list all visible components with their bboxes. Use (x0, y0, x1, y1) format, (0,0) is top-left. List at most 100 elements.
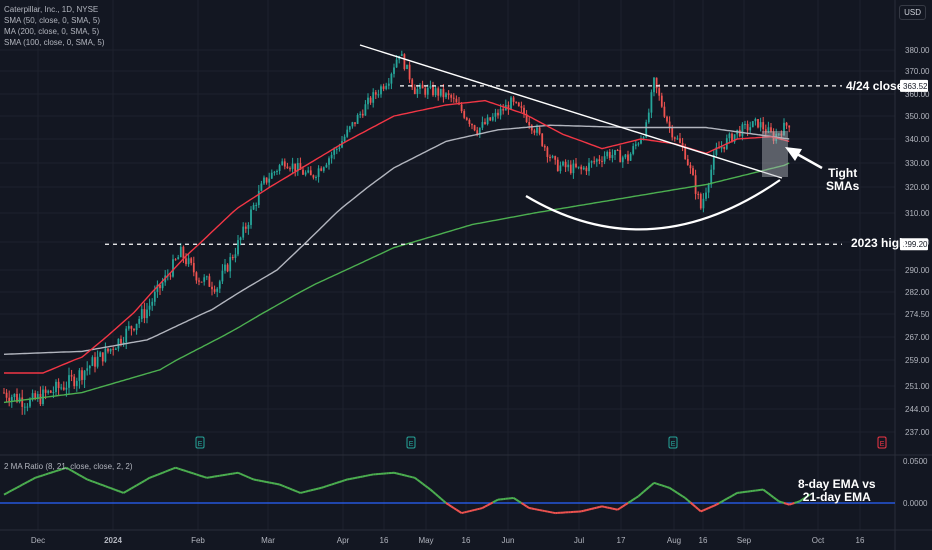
ratio-line-segment (513, 497, 517, 501)
candle-body (361, 113, 364, 116)
ratio-line-segment (190, 471, 195, 475)
ratio-line-segment (632, 497, 637, 501)
candle-body (468, 119, 471, 124)
moving-averages (3, 99, 790, 404)
ratio-line-segment (614, 508, 618, 511)
ratio-line-segment (783, 502, 787, 505)
ratio-line-segment (328, 483, 332, 487)
ratio-line-segment (726, 496, 730, 500)
ratio-line-segment (778, 500, 782, 504)
time-axis[interactable]: Dec 2024 Feb Mar Apr 16 May 16 Jun Jul 17 Aug 16 Sep O… (31, 536, 865, 545)
price-axis[interactable]: 380.00 370.00 360.00 350.00 340.00 330.00 320.… (900, 46, 930, 437)
ratio-line-segment (606, 506, 611, 510)
candle-body (406, 64, 408, 70)
candle-body (335, 149, 338, 151)
ratio-line-segment (476, 507, 481, 511)
candle-body (502, 108, 505, 111)
ratio-line-segment (622, 503, 626, 508)
ratio-line-segment (721, 499, 725, 503)
time-tick-label: 16 (380, 536, 389, 545)
candle-body (692, 168, 694, 176)
ratio-line-segment (302, 490, 306, 494)
candle-body (122, 342, 125, 344)
candle-body (299, 163, 302, 170)
candle-body (283, 161, 286, 167)
ratio-line-segment (68, 468, 73, 472)
legend-sma50[interactable]: SMA (50, close, 0, SMA, 5) (4, 16, 101, 25)
ratio-line-segment (177, 467, 182, 471)
ratio-line-segment (300, 491, 304, 494)
annotation-tight-smas-line1: Tight (828, 166, 858, 180)
candle-body (75, 380, 78, 387)
indicator-legend[interactable]: 2 MA Ratio (8, 21, close, close, 2, 2) (4, 462, 133, 471)
candle-body (478, 127, 481, 135)
candle-body (304, 172, 307, 175)
time-tick-label: 16 (699, 536, 708, 545)
candle-body (512, 97, 515, 102)
legend: Caterpillar, Inc., 1D, NYSE SMA (50, clo… (4, 4, 104, 48)
candle-body (686, 159, 689, 166)
ratio-line-segment (289, 487, 293, 491)
legend-ma200[interactable]: MA (200, close, 0, SMA, 5) (4, 27, 100, 36)
ratio-line-segment (804, 495, 808, 499)
ratio-line-segment (713, 503, 717, 507)
ratio-line-segment (583, 509, 587, 512)
ratio-line-segment (333, 481, 338, 485)
ratio-line-segment (73, 471, 78, 475)
ratio-line-segment (580, 509, 585, 513)
candle-body (671, 127, 674, 138)
price-badge-label: 363.52 (903, 82, 928, 91)
ratio-line-segment (151, 474, 156, 478)
candle-body (650, 92, 653, 113)
candle-body (728, 133, 731, 139)
candle-body (169, 275, 172, 277)
candle-body (403, 54, 406, 70)
currency-button[interactable]: USD (899, 5, 926, 20)
ratio-line-segment (679, 493, 684, 498)
price-tick-label: 320.00 (905, 183, 930, 192)
candle-body (65, 387, 68, 390)
ratio-line-segment (360, 475, 363, 478)
ratio-line-segment (284, 485, 288, 489)
candle-body (16, 393, 18, 402)
ratio-line-segment (347, 477, 350, 481)
ratio-line-segment (315, 487, 319, 491)
candle-body (559, 165, 562, 172)
time-tick-label: Aug (667, 536, 681, 545)
ratio-line-segment (442, 500, 447, 504)
ratio-line-segment (591, 507, 595, 510)
ratio-line-segment (684, 497, 689, 501)
price-tick-label: 251.00 (905, 382, 930, 391)
earnings-marker (877, 436, 887, 449)
ratio-line-segment (434, 493, 439, 498)
ratio-line-segment (34, 476, 39, 479)
ratio-line-segment (599, 505, 603, 508)
candle-body (328, 158, 330, 165)
candle-body (31, 393, 34, 400)
ratio-line-segment (700, 509, 704, 513)
annotation-ema-line1: 8-day EMA vs (798, 477, 876, 491)
price-tick-label: 259.00 (905, 356, 930, 365)
candle-body (429, 85, 432, 88)
candle-body (723, 146, 726, 149)
candle-body (117, 338, 120, 349)
symbol-title[interactable]: Caterpillar, Inc., 1D, NYSE (4, 5, 99, 14)
legend-sma100[interactable]: SMA (100, close, 0, SMA, 5) (4, 38, 105, 47)
ratio-line-segment (32, 476, 36, 481)
ratio-line-segment (8, 489, 13, 493)
candle-body (507, 104, 510, 110)
candle-body (393, 67, 395, 74)
ratio-line-segment (105, 485, 109, 489)
ratio-line-segment (13, 486, 18, 490)
candle-body (590, 161, 593, 163)
candle-body (62, 387, 65, 390)
candle-body (234, 254, 237, 259)
price-tick-label: 340.00 (905, 135, 930, 144)
candle-body (372, 92, 375, 103)
candle-body (658, 88, 661, 96)
candle-body (562, 161, 564, 166)
candle-body (205, 276, 208, 278)
candle-body (720, 146, 723, 149)
candle-body (356, 114, 359, 124)
